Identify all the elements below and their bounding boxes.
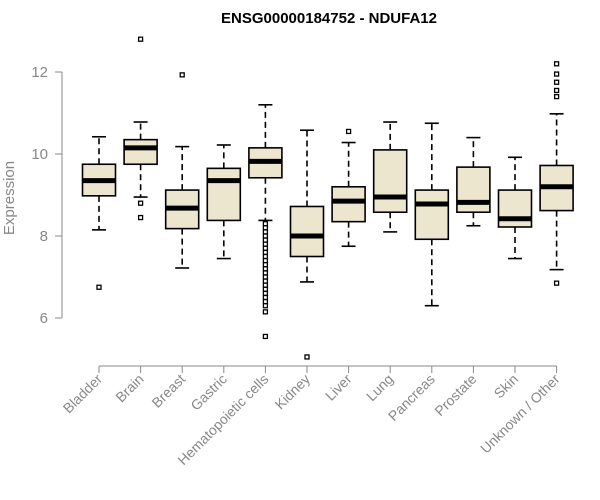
x-tick-label: Liver (322, 371, 355, 404)
outlier-point (262, 233, 269, 239)
box-liver (331, 128, 366, 248)
iqr-box (289, 205, 325, 258)
outlier-point (553, 61, 560, 67)
outlier-point (262, 303, 269, 309)
outlier-point (262, 333, 269, 340)
x-tick-label: Brain (112, 371, 146, 405)
box-gastric (206, 144, 242, 260)
outlier-point (262, 290, 269, 297)
outlier-point (262, 266, 269, 272)
box-skin (497, 156, 533, 260)
outlier-point (262, 245, 269, 251)
iqr-box (456, 166, 491, 214)
outlier-point (262, 249, 269, 256)
box-kidney (289, 129, 325, 360)
outlier-point (262, 221, 269, 227)
box-pancreas (414, 122, 450, 307)
x-tick-label: Kidney (272, 371, 314, 413)
outlier-point (553, 280, 560, 286)
outlier-point (96, 284, 102, 290)
box-lung (372, 121, 408, 233)
y-axis: 6 8 10 12 (31, 64, 63, 327)
outlier-point (137, 36, 144, 42)
iqr-box (414, 189, 450, 241)
box-brain (123, 36, 158, 221)
outlier-point (262, 270, 269, 276)
iqr-box (123, 138, 158, 166)
outlier-point (304, 354, 310, 360)
box-hematopoietic-cells (248, 104, 283, 340)
outlier-point (553, 79, 560, 85)
outlier-point (262, 262, 269, 268)
outlier-point (137, 200, 144, 206)
x-tick-label: Breast (148, 371, 188, 411)
outlier-point (262, 294, 269, 301)
outlier-point (262, 286, 269, 292)
iqr-box (372, 149, 408, 214)
outlier-point (262, 298, 269, 305)
x-tick-label: Skin (491, 371, 522, 402)
iqr-box (497, 189, 533, 228)
y-tick-label: 10 (31, 146, 48, 163)
outlier-point (262, 253, 269, 260)
outlier-point (137, 214, 144, 221)
outlier-point (262, 309, 269, 315)
outlier-point (262, 225, 269, 231)
outlier-point (262, 229, 269, 235)
chart-title: ENSG00000184752 - NDUFA12 (221, 10, 437, 27)
x-tick-label: Bladder (60, 371, 106, 417)
box-unknown-other (539, 61, 574, 286)
box-breast (164, 72, 200, 269)
y-axis-label: Expression (1, 161, 18, 235)
outlier-point (553, 87, 560, 94)
outlier-point (345, 128, 352, 135)
x-tick-label: Unknown / Other (477, 371, 563, 457)
box-group (81, 36, 574, 360)
outlier-point (262, 237, 269, 243)
iqr-box (206, 167, 242, 222)
x-tick-label: Prostate (431, 371, 479, 419)
outlier-point (262, 257, 269, 264)
outlier-point (262, 241, 269, 247)
outlier-point (262, 278, 269, 284)
y-tick-label: 6 (40, 310, 48, 327)
outlier-point (179, 72, 185, 78)
y-tick-label: 8 (40, 228, 48, 245)
box-prostate (456, 136, 491, 227)
outlier-point (553, 93, 560, 100)
outlier-point (262, 282, 269, 288)
outlier-point (553, 71, 560, 77)
x-tick-label: Lung (363, 371, 396, 404)
y-tick-label: 12 (31, 64, 48, 81)
iqr-box (331, 186, 366, 223)
outlier-point (262, 274, 269, 280)
box-bladder (81, 135, 117, 290)
